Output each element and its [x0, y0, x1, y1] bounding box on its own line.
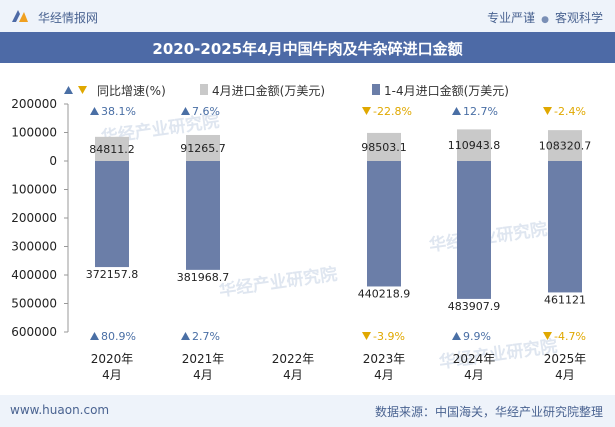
x-tick-label-month: 4月: [283, 368, 303, 382]
growth-down-icon: [543, 332, 552, 340]
chart-title: 2020-2025年4月中国牛肉及牛杂碎进口金额: [152, 40, 463, 58]
bottom-bar: www.huaon.com 数据来源：中国海关，华经产业研究院整理: [0, 395, 615, 427]
x-tick-label-year: 2025年: [544, 352, 587, 366]
bar-monthly-value: 110943.8: [448, 139, 501, 152]
legend-up-triangle-icon: [64, 86, 73, 94]
bar-ytd: [548, 161, 582, 293]
growth-ytd-label: -3.9%: [373, 330, 405, 343]
bar-monthly-value: 91265.7: [180, 142, 226, 155]
y-tick-label: 500000: [11, 297, 57, 311]
legend-growth-label: 同比增速(%): [97, 84, 166, 98]
bar-ytd-value-bg: [83, 268, 141, 281]
y-tick-label: 200000: [11, 97, 57, 111]
slogan-2: 客观科学: [554, 11, 603, 25]
x-tick-label-month: 4月: [464, 368, 484, 382]
legend-monthly-swatch: [200, 84, 208, 95]
legend-down-triangle-icon: [78, 86, 87, 94]
growth-monthly-label: 38.1%: [101, 105, 136, 118]
growth-monthly-label: -2.4%: [554, 105, 586, 118]
growth-down-icon: [362, 332, 371, 340]
bar-ytd-value-bg: [543, 293, 587, 306]
growth-ytd-label: 9.9%: [463, 330, 491, 343]
growth-ytd-label: 80.9%: [101, 330, 136, 343]
x-tick-label-month: 4月: [102, 368, 122, 382]
y-tick-label: 400000: [11, 268, 57, 282]
bar-monthly: [548, 130, 582, 161]
top-bar: 华经情报网 专业严谨 ● 客观科学: [0, 0, 615, 32]
y-tick-label: 100000: [11, 126, 57, 140]
growth-up-icon: [452, 332, 461, 340]
growth-ytd-label: 2.7%: [192, 330, 220, 343]
growth-down-icon: [543, 107, 552, 115]
y-tick-label: 300000: [11, 240, 57, 254]
watermark-2: 华经产业研究院: [218, 264, 339, 301]
slogan: 专业严谨 ● 客观科学: [487, 9, 603, 26]
growth-monthly-label: -22.8%: [373, 105, 412, 118]
bar-ytd-value-bg: [445, 299, 503, 312]
slogan-dot: ●: [541, 15, 549, 25]
y-tick-label: 0: [49, 154, 57, 168]
bar-ytd-value-bg: [355, 287, 413, 300]
bar-monthly-value: 84811.2: [89, 143, 135, 156]
growth-up-icon: [181, 107, 190, 115]
footer-source: 数据来源：中国海关，华经产业研究院整理: [374, 405, 603, 419]
x-tick-label-year: 2024年: [453, 352, 496, 366]
bar-ytd: [367, 161, 401, 287]
bar-monthly-value: 98503.1: [361, 141, 407, 154]
bar-monthly: [367, 132, 401, 161]
bar-ytd-value-bg: [174, 270, 232, 283]
growth-monthly-label: 12.7%: [463, 105, 498, 118]
bar-chart: 华经产业研究院华经产业研究院华经产业研究院华经产业研究院同比增速(%)4月进口金…: [11, 83, 592, 382]
growth-up-icon: [90, 107, 99, 115]
bar-monthly-value: 108320.7: [539, 140, 592, 153]
legend-ytd-swatch: [372, 84, 380, 95]
bar-ytd-value: 381968.7: [177, 271, 230, 284]
bar-monthly: [457, 129, 491, 161]
x-tick-label-year: 2022年: [272, 352, 315, 366]
x-tick-label-month: 4月: [555, 368, 575, 382]
y-tick-label: 600000: [11, 325, 57, 339]
footer-website: www.huaon.com: [10, 403, 110, 417]
brand-name: 华经情报网: [38, 11, 99, 25]
huajing-logo-icon: [12, 10, 28, 22]
bar-ytd: [457, 161, 491, 299]
growth-monthly-label: 7.6%: [192, 105, 220, 118]
growth-ytd-label: -4.7%: [554, 330, 586, 343]
x-tick-label-year: 2020年: [91, 352, 134, 366]
legend-ytd-label: 1-4月进口金额(万美元): [384, 83, 509, 98]
bar-ytd-value: 483907.9: [448, 300, 501, 313]
bar-monthly: [95, 136, 129, 161]
bar-ytd-value: 461121: [544, 293, 586, 306]
growth-down-icon: [362, 107, 371, 115]
legend-monthly-label: 4月进口金额(万美元): [212, 83, 325, 98]
bar-ytd-value: 372157.8: [86, 268, 139, 281]
bar-ytd: [186, 161, 220, 270]
bar-ytd-value: 440218.9: [358, 287, 411, 300]
y-tick-label: 100000: [11, 183, 57, 197]
growth-up-icon: [90, 332, 99, 340]
bar-ytd: [95, 161, 129, 268]
title-band: 2020-2025年4月中国牛肉及牛杂碎进口金额: [0, 32, 615, 63]
x-tick-label-month: 4月: [374, 368, 394, 382]
x-tick-label-year: 2023年: [363, 352, 406, 366]
x-tick-label-month: 4月: [193, 368, 213, 382]
growth-up-icon: [181, 332, 190, 340]
bar-monthly: [186, 134, 220, 161]
slogan-1: 专业严谨: [487, 11, 536, 25]
x-tick-label-year: 2021年: [182, 352, 225, 366]
growth-up-icon: [452, 107, 461, 115]
y-tick-label: 200000: [11, 211, 57, 225]
